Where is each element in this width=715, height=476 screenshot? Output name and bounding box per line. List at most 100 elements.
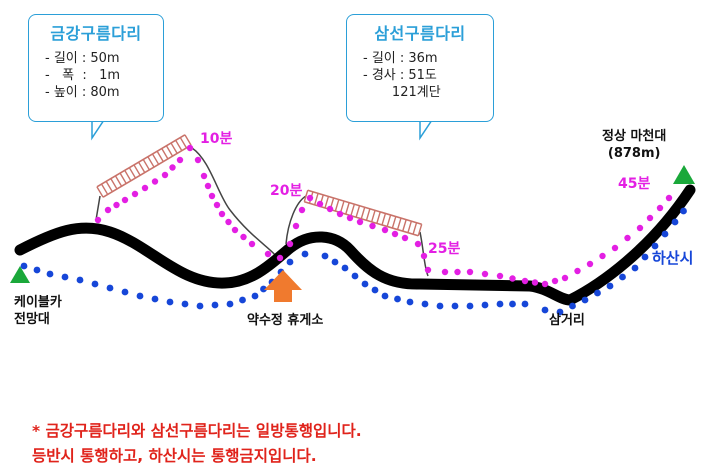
- descent-dot: [451, 302, 459, 310]
- ascent-dot: [208, 192, 216, 200]
- bridge-plank: [128, 167, 137, 179]
- ascent-dot: [240, 233, 247, 241]
- bridge-plank: [391, 216, 397, 229]
- ascent-dot: [574, 267, 581, 275]
- descent-dot: [631, 264, 639, 272]
- spec-length: - 길이 : 36m: [363, 51, 438, 66]
- bridge-plank: [417, 224, 423, 236]
- ascent-dot: [286, 240, 294, 248]
- bridge-plank: [142, 159, 150, 171]
- ascent-dot: [420, 252, 428, 260]
- samseon-bridge-title: 삼선구름다리: [374, 24, 466, 43]
- spec-steps: 121계단: [363, 85, 441, 100]
- rest-area-label: 약수정 휴게소: [247, 313, 324, 328]
- spec-height: - 높이 : 80m: [45, 85, 120, 100]
- geumgang-bridge-title: 금강구름다리: [50, 24, 142, 43]
- descent-dot: [496, 300, 504, 308]
- cliff-line: [285, 195, 307, 245]
- descent-dot: [509, 300, 516, 308]
- cablecar-label-line1: 케이블카: [14, 295, 62, 310]
- ascent-dot: [276, 254, 284, 262]
- ascent-dot: [531, 279, 539, 286]
- descent-dot: [556, 308, 564, 316]
- bridge-plank: [170, 142, 178, 154]
- bridge-plank: [402, 219, 407, 232]
- cablecar-observatory-marker: [10, 266, 30, 283]
- bridge-plank: [124, 170, 132, 182]
- bridge-plank: [313, 193, 319, 206]
- bridge-plank: [365, 208, 371, 221]
- descent-dot: [286, 258, 294, 266]
- time-label-20: 20분: [270, 183, 303, 199]
- descent-dot: [671, 218, 679, 226]
- descent-dot: [481, 301, 489, 309]
- bridge-plank: [412, 222, 418, 235]
- summit-name: 정상 마천대: [602, 129, 667, 144]
- ascent-dot: [141, 184, 149, 192]
- ascent-dot: [131, 190, 139, 198]
- callout-left-pointer: [91, 119, 106, 141]
- summit-label: 정상 마천대 (878m): [602, 128, 666, 162]
- ascent-dot: [356, 218, 364, 226]
- spec-slope: - 경사 : 51도: [363, 68, 437, 83]
- bridge-plank: [303, 190, 309, 202]
- cablecar-observatory-label: 케이블카 전망대: [14, 294, 62, 328]
- rest-area-arrow-icon: [264, 270, 302, 302]
- ascent-dot: [326, 205, 334, 213]
- descent-dot: [136, 292, 144, 300]
- ascent-dot: [466, 268, 474, 276]
- ascent-dot: [561, 274, 569, 282]
- callout-right-pointer: [419, 119, 434, 141]
- ascent-route-dots: [94, 144, 673, 288]
- ascent-dot: [414, 240, 422, 248]
- bridge-plank: [350, 203, 356, 216]
- ascent-dot: [541, 280, 549, 288]
- bridge-plank: [376, 211, 381, 224]
- ascent-dot: [424, 266, 432, 274]
- ascent-dot: [121, 196, 129, 204]
- geumgang-bridge: [96, 134, 192, 198]
- descent-dot: [321, 252, 329, 260]
- ascent-dot: [104, 206, 112, 214]
- bridge-plank: [334, 199, 340, 212]
- samseon-bridge: [303, 189, 423, 237]
- descent-dot: [260, 285, 267, 293]
- ascent-dot: [551, 277, 559, 285]
- ascent-dot: [441, 268, 449, 276]
- bridge-plank: [105, 181, 113, 193]
- ascent-dot: [316, 200, 324, 208]
- descent-dot: [106, 284, 114, 292]
- descent-dot: [541, 306, 549, 314]
- descent-dot: [661, 230, 669, 238]
- bridge-plank: [370, 210, 376, 223]
- bridge-plank: [184, 134, 192, 146]
- bridge-rail: [96, 134, 186, 188]
- bridge-plank: [407, 220, 413, 233]
- bridge-plank: [179, 137, 188, 149]
- descent-dot: [341, 264, 349, 272]
- ascent-dot: [665, 194, 673, 202]
- ascent-dot: [454, 268, 461, 276]
- ascent-dot: [611, 244, 619, 252]
- descent-dot: [121, 288, 129, 296]
- descent-dot: [331, 258, 339, 266]
- bridge-plank: [100, 183, 109, 195]
- ascent-dot: [218, 210, 226, 218]
- bridge-plank: [355, 205, 361, 218]
- cablecar-label-line2: 전망대: [14, 312, 50, 327]
- bridge-plank: [165, 145, 174, 157]
- descent-dot: [301, 250, 309, 258]
- ascent-dot: [200, 172, 208, 180]
- descent-dot: [166, 298, 174, 306]
- descent-dot: [46, 270, 54, 278]
- descent-dot: [91, 280, 99, 288]
- descent-dot: [181, 300, 189, 308]
- spec-width: - 폭 : 1m: [45, 68, 121, 83]
- bridge-plank: [133, 164, 141, 176]
- notice-line2: 등반시 통행하고, 하산시는 통행금지입니다.: [32, 447, 317, 465]
- ascent-dot: [292, 222, 300, 230]
- descent-dot: [371, 286, 379, 294]
- bridge-plank: [345, 202, 350, 215]
- descent-dot: [20, 262, 28, 270]
- descent-dot: [421, 300, 429, 308]
